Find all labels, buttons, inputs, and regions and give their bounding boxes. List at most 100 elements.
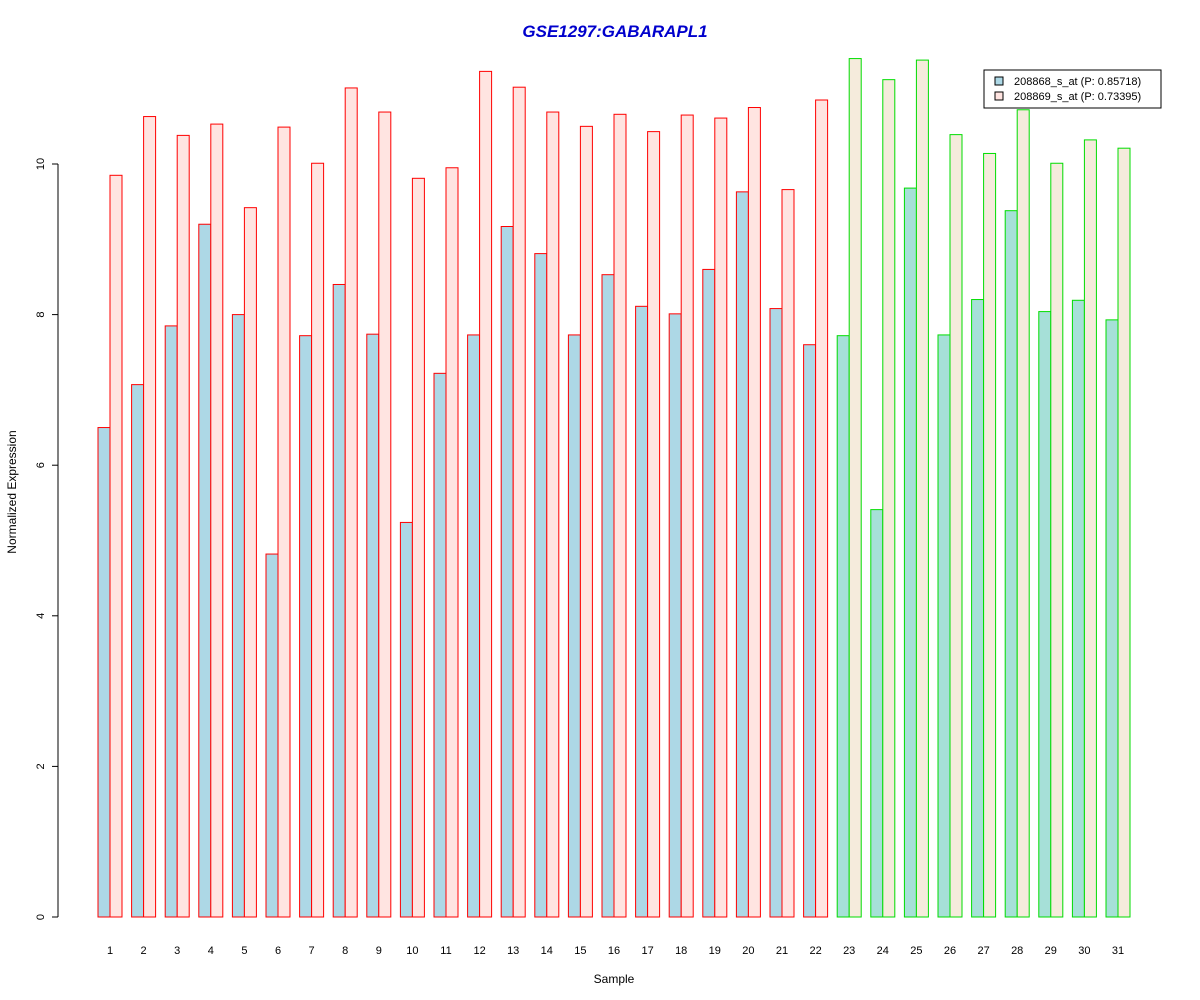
bar-series-2	[243, 207, 257, 918]
y-tick-label: 10	[35, 158, 47, 170]
x-tick-label: 1	[107, 945, 113, 957]
x-tick-label: 16	[608, 945, 620, 957]
bar-series-2	[882, 79, 896, 918]
bar-series-1	[97, 427, 111, 918]
bar-series-2	[747, 107, 761, 918]
x-tick-label: 22	[809, 945, 821, 957]
bar-series-2	[613, 113, 627, 918]
legend-label: 208869_s_at (P: 0.73395)	[1014, 91, 1141, 103]
bar-series-2	[311, 162, 325, 918]
bar-series-2	[781, 189, 795, 918]
legend-box	[983, 69, 1162, 109]
bar-series-1	[534, 253, 548, 918]
bar-series-1	[635, 305, 649, 918]
bar-series-1	[399, 521, 413, 918]
bar-series-1	[803, 344, 817, 918]
x-axis-label: Sample	[594, 972, 635, 986]
x-tick-label: 10	[406, 945, 418, 957]
x-tick-label: 27	[977, 945, 989, 957]
bar-series-1	[836, 335, 850, 918]
x-tick-label: 30	[1078, 945, 1090, 957]
bar-series-2	[512, 86, 526, 918]
bar-series-2	[143, 116, 157, 918]
x-tick-label: 28	[1011, 945, 1023, 957]
bar-series-1	[299, 335, 313, 918]
bar-series-2	[1050, 162, 1064, 918]
x-tick-label: 25	[910, 945, 922, 957]
bar-series-1	[164, 325, 178, 918]
y-axis: 0 2 4 6 8 10	[35, 158, 59, 920]
bar-series-1	[332, 283, 346, 918]
y-axis-label: Normalized Expression	[5, 430, 19, 553]
chart-title: GSE1297:GABARAPL1	[522, 22, 707, 41]
bar-series-1	[601, 274, 615, 918]
x-tick-label: 24	[877, 945, 889, 957]
y-tick-label: 6	[35, 462, 47, 468]
bar-series-1	[1004, 210, 1018, 918]
bar-series-2	[949, 134, 963, 918]
x-tick-label: 15	[574, 945, 586, 957]
bar-series-1	[870, 509, 884, 918]
bar-series-2	[815, 99, 829, 918]
bar-series-2	[1016, 109, 1030, 918]
bar-series-2	[714, 117, 728, 918]
x-tick-label: 13	[507, 945, 519, 957]
bar-series-1	[1071, 299, 1085, 918]
x-tick-label: 19	[709, 945, 721, 957]
bar-series-2	[445, 167, 459, 918]
bar-series-2	[479, 70, 493, 918]
bars-group	[97, 58, 1131, 918]
bar-series-2	[546, 111, 560, 918]
legend-swatch	[994, 91, 1004, 101]
bar-series-1	[971, 299, 985, 918]
bar-series-1	[467, 334, 481, 918]
legend-label: 208868_s_at (P: 0.85718)	[1014, 76, 1141, 88]
bar-series-2	[848, 58, 862, 918]
x-tick-label: 8	[342, 945, 348, 957]
bar-series-2	[579, 125, 593, 918]
bar-series-1	[735, 191, 749, 918]
bar-series-1	[366, 333, 380, 918]
bar-series-2	[411, 177, 425, 918]
bar-series-1	[131, 384, 145, 918]
bar-series-1	[769, 308, 783, 918]
x-tick-label: 9	[376, 945, 382, 957]
legend-swatch	[994, 76, 1004, 86]
y-tick-label: 0	[35, 914, 47, 920]
x-tick-label: 6	[275, 945, 281, 957]
bar-series-1	[500, 226, 514, 918]
y-tick-label: 2	[35, 763, 47, 769]
y-tick-label: 4	[35, 613, 47, 619]
bar-series-1	[937, 334, 951, 918]
x-tick-label: 23	[843, 945, 855, 957]
x-tick-label: 12	[473, 945, 485, 957]
bar-series-1	[1105, 319, 1119, 918]
x-tick-label: 17	[641, 945, 653, 957]
bar-series-2	[983, 152, 997, 918]
x-tick-label: 21	[776, 945, 788, 957]
x-tick-label: 2	[141, 945, 147, 957]
x-tick-label: 26	[944, 945, 956, 957]
bar-series-2	[1083, 139, 1097, 918]
bar-series-2	[915, 59, 929, 918]
bar-series-1	[265, 553, 279, 918]
bar-series-1	[702, 268, 716, 918]
x-tick-label: 3	[174, 945, 180, 957]
bar-series-2	[277, 126, 291, 918]
bar-series-2	[680, 114, 694, 918]
bar-series-1	[433, 372, 447, 918]
bar-series-1	[198, 223, 212, 918]
x-tick-label: 4	[208, 945, 214, 957]
x-tick-label: 11	[440, 945, 451, 957]
bar-series-1	[1038, 311, 1052, 918]
x-tick-label: 29	[1045, 945, 1057, 957]
bar-series-2	[647, 131, 661, 918]
x-tick-label: 7	[309, 945, 315, 957]
y-tick-label: 8	[35, 312, 47, 318]
bar-series-1	[668, 313, 682, 918]
x-tick-label: 14	[541, 945, 553, 957]
bar-series-2	[344, 87, 358, 918]
bar-series-1	[567, 334, 581, 918]
